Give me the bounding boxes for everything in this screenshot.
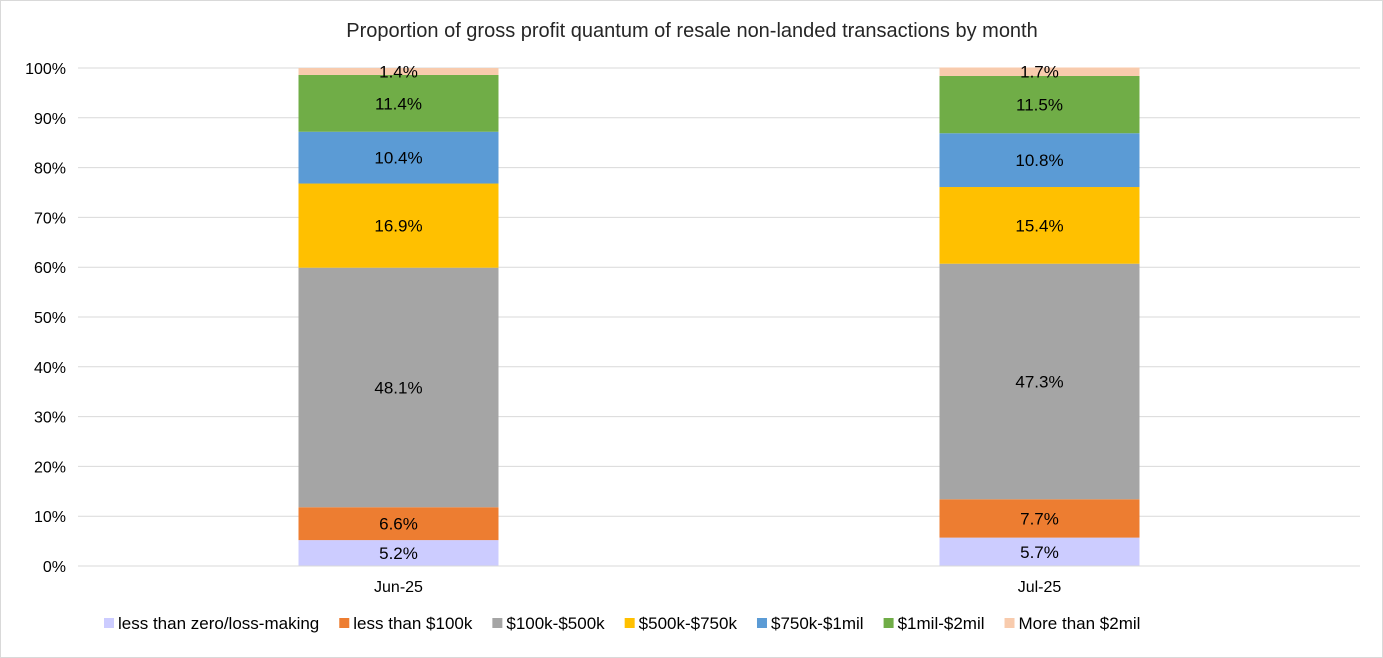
data-label: 7.7%: [1020, 509, 1059, 528]
legend-swatch: [104, 618, 114, 628]
x-tick-label: Jul-25: [1018, 579, 1062, 596]
bar-segment: [939, 499, 1140, 538]
data-label: 10.4%: [374, 149, 422, 168]
legend-label: $750k-$1mil: [771, 614, 864, 633]
data-label: 16.9%: [374, 217, 422, 236]
legend-label: More than $2mil: [1019, 614, 1141, 633]
y-tick-label: 100%: [25, 61, 66, 78]
x-tick-label: Jun-25: [374, 579, 423, 596]
data-labels: 5.2% 6.6% 48.1% 16.9% 10.4% 11.4% 1.4% 5.7% 7.7%…: [374, 62, 1063, 563]
bar-segment: [298, 540, 499, 566]
y-tick-label: 30%: [34, 410, 66, 427]
y-tick-label: 90%: [34, 111, 66, 128]
gridlines: [78, 67, 1360, 517]
y-tick-label: 80%: [34, 161, 66, 178]
legend-label: less than $100k: [353, 614, 473, 633]
y-tick-label: 40%: [34, 360, 66, 377]
chart-title: Proportion of gross profit quantum of re…: [346, 20, 1038, 42]
y-tick-label: 10%: [34, 509, 66, 526]
legend-swatch: [756, 618, 767, 628]
data-label: 6.6%: [379, 515, 418, 534]
data-label: 10.8%: [1015, 151, 1063, 170]
data-label: 11.4%: [375, 94, 422, 113]
data-label: 5.7%: [1020, 543, 1059, 562]
bar-segment: [298, 183, 499, 268]
legend: less than zero/loss-making less than $100…: [104, 614, 1140, 633]
legend-label: $1mil-$2mil: [898, 614, 985, 633]
data-label: 47.3%: [1015, 372, 1063, 391]
bar-segment: [939, 263, 1140, 500]
legend-swatch: [1004, 618, 1015, 628]
data-label: 1.4%: [379, 62, 418, 81]
y-tick-label: 50%: [34, 310, 66, 327]
legend-swatch: [339, 618, 350, 628]
y-axis-ticks: 0% 10% 20% 30% 40% 50% 60% 70% 80% 90% 100%: [25, 61, 66, 576]
bar-segment: [298, 68, 499, 75]
bar-segment: [939, 187, 1140, 264]
bar-segment: [939, 133, 1140, 188]
legend-label: $500k-$750k: [639, 614, 738, 633]
bar-segment: [939, 75, 1140, 134]
bar-segment: [298, 267, 499, 508]
bars: [298, 67, 1140, 566]
y-tick-label: 70%: [34, 210, 66, 227]
bar-segment: [298, 507, 499, 541]
bar-segment: [298, 131, 499, 184]
data-label: 15.4%: [1015, 216, 1063, 235]
y-tick-label: 20%: [34, 459, 66, 476]
legend-swatch: [883, 618, 894, 628]
bar-segment: [939, 537, 1140, 566]
legend-swatch: [492, 618, 503, 628]
legend-swatch: [624, 618, 635, 628]
y-tick-label: 60%: [34, 260, 66, 277]
data-label: 48.1%: [374, 378, 422, 397]
legend-label: $100k-$500k: [506, 614, 605, 633]
legend-label: less than zero/loss-making: [118, 614, 319, 633]
bar-segment: [298, 74, 499, 132]
x-axis-ticks: Jun-25 Jul-25: [374, 579, 1061, 596]
data-label: 11.5%: [1016, 96, 1063, 115]
data-label: 1.7%: [1020, 63, 1059, 82]
bar-segment: [939, 67, 1140, 76]
y-tick-label: 0%: [43, 559, 66, 576]
data-label: 5.2%: [379, 544, 418, 563]
